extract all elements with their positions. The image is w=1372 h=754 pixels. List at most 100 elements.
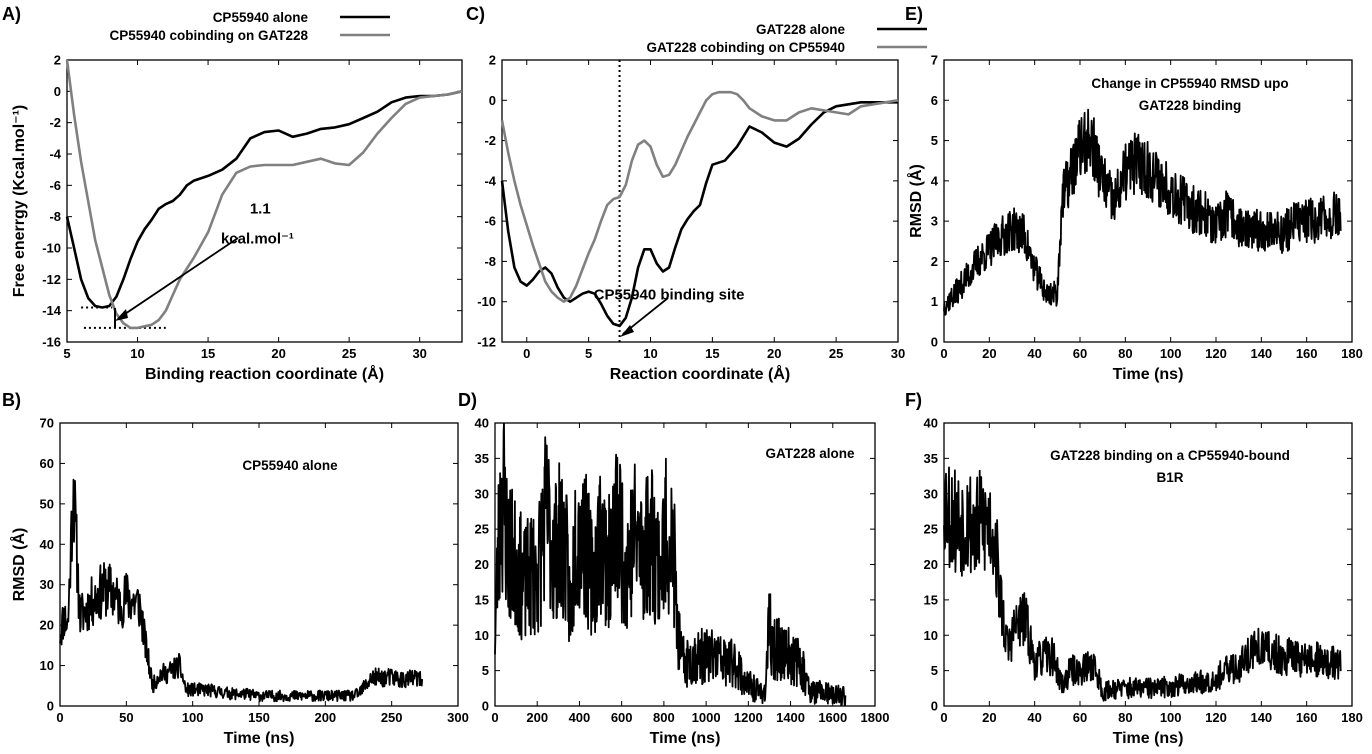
x-tick-label: 100: [182, 710, 204, 725]
y-axis-label: RMSD (Å): [906, 164, 925, 238]
x-tick-label: 20: [982, 346, 996, 361]
y-tick-label: 35: [475, 451, 489, 466]
y-tick-label: -10: [42, 241, 61, 256]
y-tick-label: 40: [40, 537, 54, 552]
x-tick-label: 180: [1341, 346, 1363, 361]
series-line-F-0: [943, 466, 1342, 702]
annotation-text: CP55940 binding site: [594, 287, 745, 304]
y-tick-label: 0: [482, 699, 489, 714]
series-line-B-0: [59, 478, 424, 703]
y-tick-label: 25: [924, 522, 938, 537]
y-tick-label: 5: [482, 663, 489, 678]
x-tick-label: 160: [1296, 710, 1318, 725]
x-tick-label: 25: [342, 346, 356, 361]
x-tick-label: 600: [611, 710, 633, 725]
panel-label-D: D): [458, 390, 477, 410]
y-tick-label: 2: [54, 53, 61, 68]
x-tick-label: 160: [1296, 346, 1318, 361]
x-tick-label: 60: [1073, 346, 1087, 361]
x-tick-label: 10: [643, 346, 657, 361]
x-tick-label: 1000: [692, 710, 721, 725]
plot-title-line: GAT228 binding on a CP55940-bound: [1050, 448, 1290, 463]
plot-title: GAT228 alone: [765, 446, 855, 461]
x-tick-label: 20: [271, 346, 285, 361]
y-tick-label: 10: [475, 628, 489, 643]
panel-label-B: B): [2, 390, 21, 410]
series-line-E-0: [943, 108, 1342, 316]
y-axis-label: Free enerrgy (Kcal.mol⁻¹): [11, 105, 28, 298]
plot-frame-F: [943, 422, 1353, 707]
y-tick-label: 30: [475, 486, 489, 501]
annotation-arrowhead: [620, 325, 634, 337]
x-axis-label: Time (ns): [1113, 366, 1184, 383]
y-tick-label: -14: [42, 303, 62, 318]
y-tick-label: 0: [931, 699, 938, 714]
x-tick-label: 800: [653, 710, 675, 725]
x-tick-label: 80: [1118, 710, 1132, 725]
x-tick-label: 400: [569, 710, 591, 725]
y-tick-label: 70: [40, 416, 54, 431]
x-tick-label: 30: [891, 346, 905, 361]
x-tick-label: 20: [767, 346, 781, 361]
panel-label-F: F): [905, 390, 922, 410]
x-tick-label: 300: [447, 710, 469, 725]
y-tick-label: 40: [475, 416, 489, 431]
legend-entry-label: GAT228 alone: [756, 22, 846, 37]
y-tick-label: 20: [924, 557, 938, 572]
plot-title-line: B1R: [1156, 470, 1183, 485]
x-tick-label: 0: [940, 710, 947, 725]
x-axis-label: Reaction coordinate (Å): [610, 364, 790, 383]
series-line-C-0: [500, 101, 898, 328]
y-tick-label: 15: [475, 592, 489, 607]
y-tick-label: 60: [40, 456, 54, 471]
x-tick-label: 150: [248, 710, 270, 725]
x-tick-label: 200: [314, 710, 336, 725]
x-tick-label: 60: [1073, 710, 1087, 725]
x-tick-label: 40: [1027, 346, 1041, 361]
y-tick-label: -6: [484, 214, 496, 229]
y-tick-label: 5: [931, 663, 938, 678]
y-tick-label: 1: [931, 294, 938, 309]
annotation-text: kcal.mol⁻¹: [221, 230, 294, 247]
x-tick-label: 15: [201, 346, 215, 361]
legend-entry-label: CP55940 alone: [213, 10, 309, 25]
y-tick-label: 6: [931, 93, 938, 108]
annotation-text: 1.1: [250, 201, 271, 218]
x-tick-label: 100: [1160, 710, 1182, 725]
y-tick-label: -4: [49, 147, 61, 162]
x-tick-label: 0: [56, 710, 63, 725]
y-tick-label: 20: [475, 557, 489, 572]
y-tick-label: 2: [489, 53, 496, 68]
y-tick-label: -8: [484, 254, 496, 269]
x-tick-label: 100: [1160, 346, 1182, 361]
y-tick-label: -12: [477, 335, 496, 350]
series-line-C-1: [500, 90, 899, 304]
x-tick-label: 0: [491, 710, 498, 725]
y-tick-label: -10: [477, 294, 496, 309]
x-tick-label: 5: [63, 346, 70, 361]
x-tick-label: 0: [940, 346, 947, 361]
y-tick-label: 50: [40, 496, 54, 511]
x-tick-label: 250: [381, 710, 403, 725]
x-tick-label: 200: [526, 710, 548, 725]
x-tick-label: 0: [523, 346, 530, 361]
x-tick-label: 120: [1205, 710, 1227, 725]
x-tick-label: 5: [585, 346, 592, 361]
y-tick-label: -16: [42, 335, 61, 350]
panel-label-A: A): [2, 4, 21, 24]
x-tick-label: 1400: [776, 710, 805, 725]
x-tick-label: 120: [1205, 346, 1227, 361]
y-tick-label: 0: [931, 335, 938, 350]
y-tick-label: -4: [484, 173, 496, 188]
x-tick-label: 20: [982, 710, 996, 725]
y-tick-label: 30: [40, 577, 54, 592]
x-tick-label: 30: [412, 346, 426, 361]
x-tick-label: 1600: [818, 710, 847, 725]
y-tick-label: 35: [924, 451, 938, 466]
plot-frame-A: [66, 59, 463, 343]
x-tick-label: 140: [1250, 346, 1272, 361]
plot-title: CP55940 alone: [242, 458, 338, 473]
y-tick-label: -6: [49, 178, 61, 193]
legend-entry-label: GAT228 cobinding on CP55940: [646, 40, 845, 55]
y-tick-label: 40: [924, 416, 938, 431]
